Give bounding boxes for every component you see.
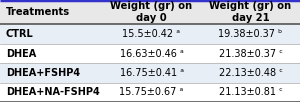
Bar (201, 83, 300, 102)
Text: DHEA+NA-FSHP4: DHEA+NA-FSHP4 (6, 87, 100, 97)
Bar (0, 83, 102, 102)
Bar (201, 24, 300, 44)
Bar (201, 0, 300, 24)
Bar (102, 24, 201, 44)
Text: DHEA: DHEA (6, 49, 36, 59)
Bar (102, 44, 201, 63)
Text: 15.5±0.42 ᵃ: 15.5±0.42 ᵃ (122, 29, 181, 39)
Text: 16.75±0.41 ᵃ: 16.75±0.41 ᵃ (119, 68, 184, 78)
Text: Weight (gr) on
day 21: Weight (gr) on day 21 (209, 1, 292, 23)
Bar (102, 83, 201, 102)
Bar (0, 44, 102, 63)
Bar (102, 63, 201, 83)
Bar (0, 63, 102, 83)
Bar (0, 0, 102, 24)
Text: 21.38±0.37 ᶜ: 21.38±0.37 ᶜ (219, 49, 282, 59)
Text: 19.38±0.37 ᵇ: 19.38±0.37 ᵇ (218, 29, 283, 39)
Bar (201, 63, 300, 83)
Text: 22.13±0.48 ᶜ: 22.13±0.48 ᶜ (219, 68, 282, 78)
Bar (0, 24, 102, 44)
Text: Weight (gr) on
day 0: Weight (gr) on day 0 (110, 1, 193, 23)
Text: CTRL: CTRL (6, 29, 34, 39)
Text: 15.75±0.67 ᵃ: 15.75±0.67 ᵃ (119, 87, 184, 97)
Bar (201, 44, 300, 63)
Text: Treatments: Treatments (6, 7, 70, 17)
Text: 21.13±0.81 ᶜ: 21.13±0.81 ᶜ (219, 87, 282, 97)
Text: DHEA+FSHP4: DHEA+FSHP4 (6, 68, 80, 78)
Bar (102, 0, 201, 24)
Text: 16.63±0.46 ᵃ: 16.63±0.46 ᵃ (120, 49, 183, 59)
